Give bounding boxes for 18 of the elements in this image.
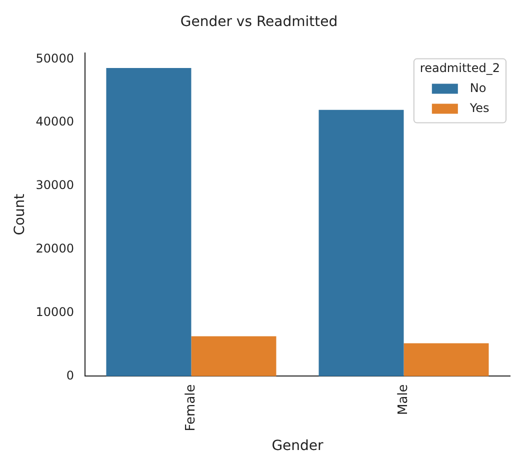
bar xyxy=(191,336,276,376)
legend-label: Yes xyxy=(468,100,490,115)
x-tick-label: Female xyxy=(184,384,199,432)
bar xyxy=(318,110,404,376)
y-tick-label: 0 xyxy=(66,368,74,382)
chart-title: Gender vs Readmitted xyxy=(180,14,338,30)
y-tick-label: 50000 xyxy=(36,51,74,66)
x-tick-label: Male xyxy=(396,384,412,415)
x-axis-title: Gender xyxy=(272,438,324,454)
bar xyxy=(106,68,192,376)
bar xyxy=(404,343,489,376)
y-tick-label: 10000 xyxy=(36,304,74,319)
y-tick-label: 40000 xyxy=(36,114,74,129)
y-axis-title: Count xyxy=(12,193,28,236)
legend-label: No xyxy=(470,80,486,95)
y-tick-label: 20000 xyxy=(36,242,74,256)
legend-title: readmitted_2 xyxy=(420,60,500,75)
y-tick-label: 30000 xyxy=(36,178,74,192)
